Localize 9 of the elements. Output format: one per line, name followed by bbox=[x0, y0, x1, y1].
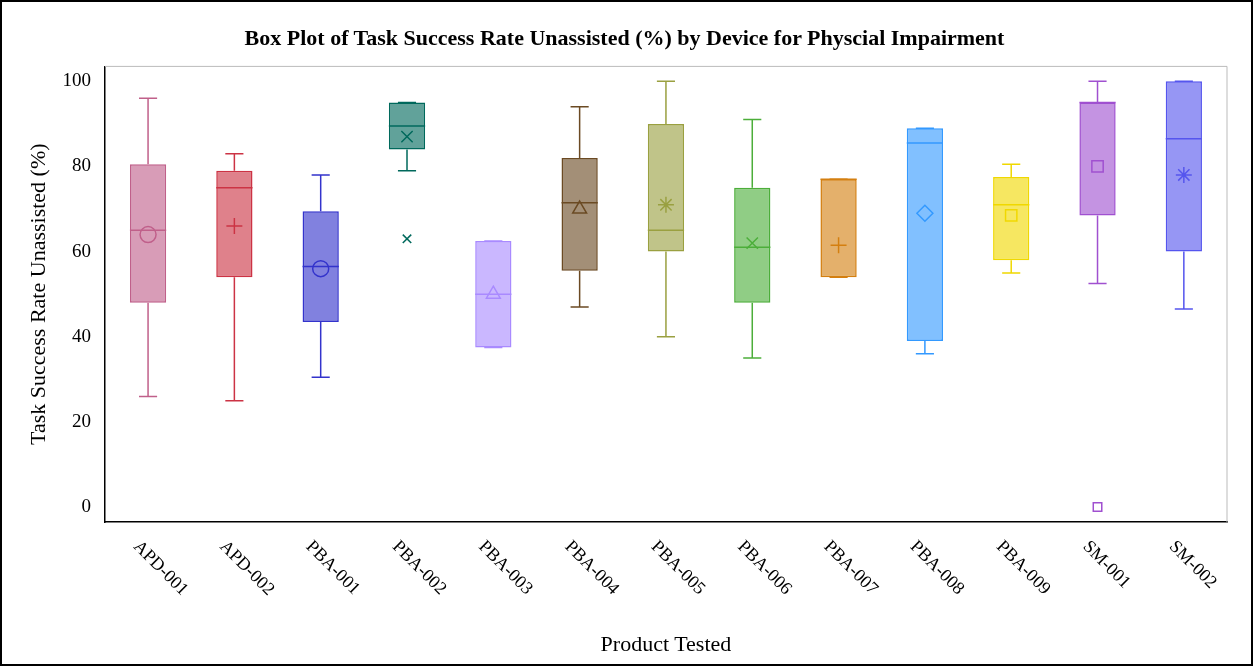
y-axis-title: Task Success Rate Unassisted (%) bbox=[24, 143, 50, 445]
chart-title: Box Plot of Task Success Rate Unassisted (%) by Device for Physcial Impairment bbox=[244, 24, 1006, 50]
y-tick-label: 60 bbox=[71, 239, 91, 261]
x-axis-title: Product Tested bbox=[600, 630, 732, 656]
y-tick-label: 20 bbox=[71, 409, 91, 431]
y-tick-label: 40 bbox=[71, 324, 91, 346]
y-tick-label: 0 bbox=[81, 495, 91, 517]
y-tick-label: 80 bbox=[71, 154, 91, 176]
y-tick-label: 100 bbox=[62, 69, 91, 91]
